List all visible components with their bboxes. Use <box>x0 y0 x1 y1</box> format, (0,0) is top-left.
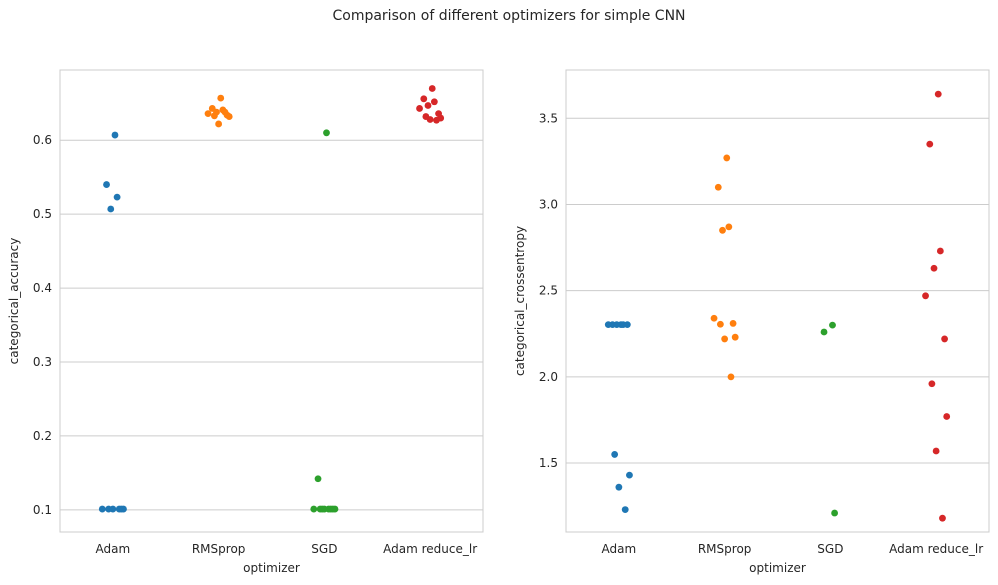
x-axis-label: optimizer <box>243 561 300 575</box>
data-point <box>210 112 218 120</box>
y-tick-label: 2.0 <box>539 370 558 384</box>
x-tick-label: RMSprop <box>192 542 246 556</box>
data-point <box>820 328 828 336</box>
data-point <box>420 95 428 103</box>
data-point <box>217 94 225 102</box>
data-point <box>221 108 229 116</box>
data-point <box>727 373 735 381</box>
data-point <box>710 314 718 322</box>
y-tick-label: 0.4 <box>33 281 52 295</box>
data-point <box>930 264 938 272</box>
data-point <box>424 102 432 109</box>
data-point <box>613 321 621 329</box>
y-tick-label: 0.2 <box>33 429 52 443</box>
data-point <box>428 85 436 92</box>
data-point <box>731 333 739 341</box>
y-tick-label: 3.5 <box>539 111 558 125</box>
data-point <box>934 90 942 98</box>
data-point <box>98 505 106 513</box>
figure-title: Comparison of different optimizers for s… <box>332 8 686 24</box>
crossentropy-panel: 1.5 2.0 2.5 3.0 3.5 Adam RMSprop SGD Adam reduce… <box>513 69 990 575</box>
data-point <box>721 335 729 343</box>
y-tick-label: 0.5 <box>33 207 52 221</box>
x-tick-label: Adam reduce_lr <box>889 542 983 556</box>
data-point <box>430 98 438 106</box>
y-tick-label: 1.5 <box>539 456 558 470</box>
x-tick-label: RMSprop <box>698 542 752 556</box>
x-tick-label: SGD <box>311 542 337 556</box>
data-point <box>831 509 839 517</box>
data-point <box>111 131 119 139</box>
x-tick-label: Adam <box>602 542 637 556</box>
data-point <box>615 483 623 491</box>
x-axis-label: optimizer <box>749 561 806 575</box>
data-point <box>939 514 946 522</box>
axes-frame <box>565 69 990 533</box>
data-point <box>327 505 335 513</box>
data-point <box>611 451 619 458</box>
data-point <box>314 475 322 483</box>
data-point <box>115 505 123 513</box>
data-point <box>103 181 110 188</box>
data-point <box>215 120 223 128</box>
data-point <box>941 335 948 343</box>
y-tick-label: 0.3 <box>33 355 52 369</box>
data-point <box>719 226 726 234</box>
data-point <box>922 292 929 300</box>
x-tick-label: SGD <box>817 542 843 556</box>
data-point <box>426 116 434 123</box>
y-tick-label: 3.0 <box>539 197 558 211</box>
y-tick-label: 2.5 <box>539 284 558 298</box>
data-point <box>204 110 212 118</box>
data-point <box>310 505 318 513</box>
data-point <box>113 193 121 201</box>
data-point <box>729 320 737 327</box>
data-point <box>725 223 733 231</box>
axes-frame <box>59 69 484 533</box>
data-point <box>621 506 629 513</box>
data-point <box>926 140 934 148</box>
data-point <box>107 205 115 213</box>
accuracy-panel: 0.1 0.2 0.3 0.4 0.5 0.6 Adam RMSprop SGD Adam red… <box>7 69 484 575</box>
data-point <box>320 505 328 513</box>
data-point <box>225 113 233 120</box>
x-tick-label: Adam reduce_lr <box>383 542 477 556</box>
y-tick-label: 0.6 <box>33 133 52 147</box>
y-axis-label: categorical_crossentropy <box>513 226 527 376</box>
data-point <box>604 321 612 329</box>
data-point <box>829 321 836 329</box>
data-point <box>936 247 944 255</box>
data-point <box>433 116 440 124</box>
data-point <box>109 505 117 513</box>
data-point <box>714 183 722 191</box>
data-point <box>932 447 940 455</box>
data-point <box>943 413 951 420</box>
data-point <box>723 154 731 162</box>
y-tick-label: 0.1 <box>33 503 52 517</box>
data-point <box>323 129 330 137</box>
data-point <box>716 320 724 328</box>
x-tick-label: Adam <box>96 542 131 556</box>
data-point <box>416 105 423 112</box>
data-point <box>626 471 633 479</box>
data-point <box>623 321 631 329</box>
data-point <box>928 380 936 388</box>
y-axis-label: categorical_accuracy <box>7 238 21 365</box>
